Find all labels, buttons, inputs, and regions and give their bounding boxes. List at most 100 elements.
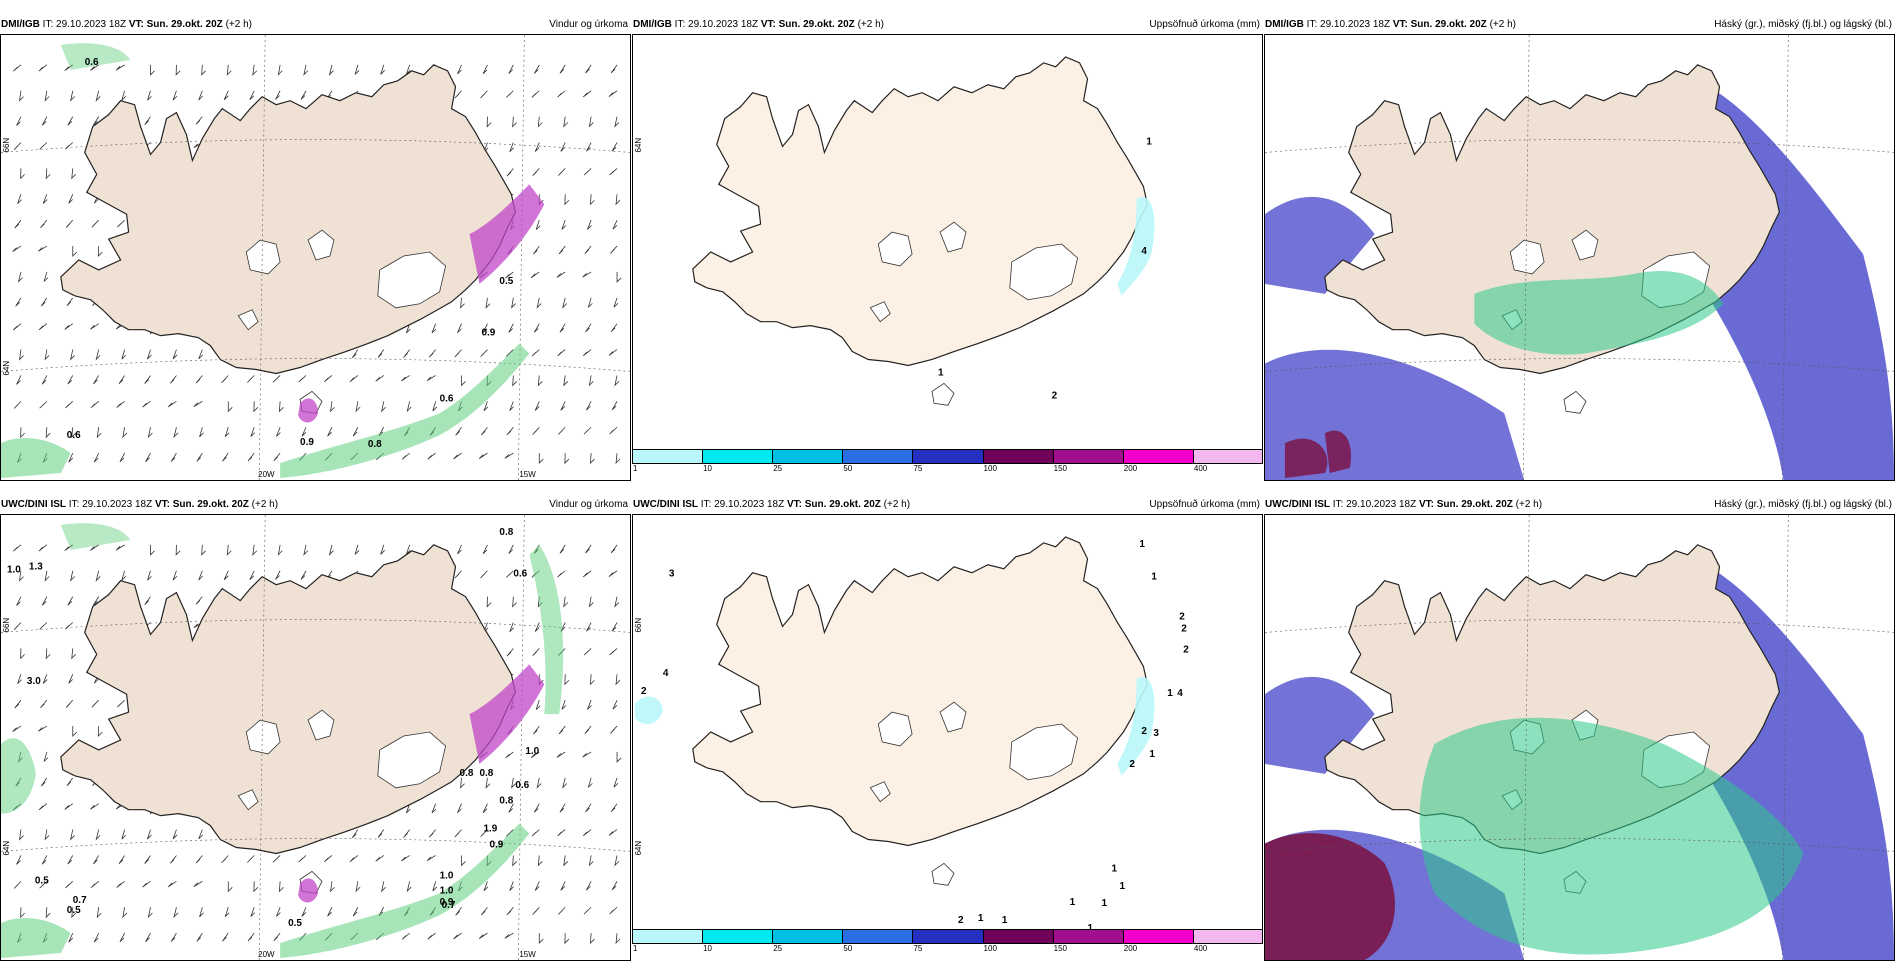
wind-barb bbox=[480, 906, 488, 916]
meridian bbox=[518, 35, 525, 480]
wind-barb bbox=[582, 271, 592, 278]
wind-barb bbox=[533, 725, 540, 735]
wind-barb bbox=[224, 907, 230, 917]
wind-barb bbox=[428, 829, 436, 838]
wind-barb bbox=[585, 64, 592, 74]
wind-barb bbox=[195, 375, 203, 384]
wind-barb bbox=[486, 116, 492, 128]
wind-barb bbox=[534, 142, 540, 152]
wind-barb bbox=[512, 375, 517, 387]
wind-barb bbox=[247, 452, 255, 462]
wind-barb bbox=[65, 142, 74, 150]
wind-barb bbox=[534, 401, 540, 411]
wind-barb bbox=[224, 427, 230, 437]
wind-barb bbox=[172, 829, 178, 840]
wind-barb bbox=[460, 777, 465, 789]
wind-barb bbox=[478, 452, 488, 460]
colorbar-tick-label: 400 bbox=[1193, 944, 1208, 953]
wind-barb bbox=[272, 855, 281, 863]
wind-barb bbox=[72, 246, 78, 257]
precip-area bbox=[1, 917, 71, 959]
wind-barb bbox=[505, 90, 514, 98]
wind-barb bbox=[198, 90, 203, 101]
precip-value-label: 1 bbox=[1111, 863, 1117, 874]
glacier bbox=[1563, 390, 1587, 414]
wind-barb bbox=[20, 907, 25, 919]
wind-barb bbox=[381, 401, 386, 413]
panel-uwc-clouds: UWC/DINI ISL IT: 29.10.2023 18Z VT: Sun.… bbox=[1264, 497, 1895, 961]
wind-barb bbox=[95, 90, 101, 102]
wind-barb bbox=[198, 349, 203, 360]
wind-barb bbox=[582, 90, 592, 98]
accum-precip-area bbox=[634, 696, 663, 725]
high-cloud bbox=[1284, 438, 1328, 479]
wind-barb bbox=[45, 427, 51, 439]
wind-barb bbox=[327, 427, 333, 437]
wind-barb bbox=[406, 881, 412, 893]
lead-time: (+2 h) bbox=[1489, 19, 1516, 30]
panel-title: Háský (gr.), miðský (fj.bl.) og lágský (… bbox=[1714, 499, 1892, 510]
accum-precip-map[interactable]: 1 4 2 1 64N bbox=[632, 34, 1263, 464]
colorbar-tick-label: 150 bbox=[1053, 944, 1068, 953]
wind-barb bbox=[223, 570, 229, 581]
wind-barb bbox=[17, 674, 22, 684]
wind-barb bbox=[90, 881, 99, 889]
init-time: 29.10.2023 18Z bbox=[1320, 19, 1391, 30]
wind-barb bbox=[41, 855, 48, 865]
wind-barb bbox=[18, 90, 24, 102]
wind-barb bbox=[172, 90, 178, 101]
colorbar-swatch bbox=[1122, 929, 1193, 944]
wind-barb bbox=[587, 220, 592, 230]
wind-barb bbox=[403, 349, 411, 358]
wind-barb bbox=[486, 596, 492, 608]
wind-barb bbox=[480, 570, 488, 579]
panel-uwc-accum-precip: UWC/DINI ISL IT: 29.10.2023 18Z VT: Sun.… bbox=[632, 497, 1263, 953]
wind-barb bbox=[587, 777, 593, 788]
model-name: UWC/DINI ISL bbox=[1265, 499, 1330, 510]
precip-value-label: 0.6 bbox=[440, 393, 454, 404]
model-name: DMI/IGB bbox=[1265, 19, 1304, 30]
wind-barb bbox=[65, 401, 74, 409]
wind-barb bbox=[612, 220, 618, 230]
colorbar-tick-label: 75 bbox=[913, 944, 923, 953]
model-name: DMI/IGB bbox=[633, 19, 672, 30]
wind-barb bbox=[610, 323, 618, 333]
precip-value-label: 1.3 bbox=[29, 562, 43, 573]
wind-barb bbox=[611, 622, 618, 632]
accum-precip-map[interactable]: 342112221423121111121166N64N bbox=[632, 514, 1263, 944]
wind-barb bbox=[253, 401, 259, 413]
wind-barb bbox=[38, 323, 48, 331]
low-cloud bbox=[1265, 196, 1375, 294]
wind-barb bbox=[298, 855, 307, 863]
colorbar-swatch bbox=[772, 449, 843, 464]
wind-barb bbox=[91, 699, 99, 708]
wind-precip-map[interactable]: 1.0 1.33.00.80.60.50.50.70.51.01.00.90.8 0… bbox=[0, 514, 631, 961]
wind-barb bbox=[406, 401, 412, 413]
wind-barb bbox=[460, 297, 465, 309]
wind-barb bbox=[91, 219, 99, 228]
wind-barb bbox=[610, 544, 618, 554]
wind-barb bbox=[537, 375, 543, 387]
wind-barb bbox=[504, 932, 514, 939]
wind-barb bbox=[115, 64, 125, 71]
wind-barb bbox=[64, 803, 74, 810]
cloud-cover-map[interactable] bbox=[1264, 514, 1895, 961]
wind-barb bbox=[608, 90, 618, 97]
wind-barb bbox=[589, 453, 595, 465]
wind-precip-map[interactable]: 0.6 0.6 0.6 0.9 0.8 0.9 0.5 20W 15W 66N 64N bbox=[0, 34, 631, 481]
wind-barb bbox=[144, 116, 151, 125]
wind-barb bbox=[328, 64, 334, 76]
panel-header: DMI/IGB IT: 29.10.2023 18Z VT: Sun. 29.o… bbox=[1264, 17, 1895, 33]
model-name: DMI/IGB bbox=[1, 19, 40, 30]
colorbar-tick-label: 50 bbox=[843, 464, 853, 473]
precip-value-label: 0.8 bbox=[499, 527, 513, 538]
wind-barb bbox=[454, 570, 462, 579]
wind-barb bbox=[586, 622, 592, 632]
precip-value-label: 0.9 bbox=[440, 897, 454, 908]
valid-time: Sun. 29.okt. 20Z bbox=[1410, 19, 1487, 30]
colorbar-swatch bbox=[982, 929, 1053, 944]
cloud-cover-map[interactable] bbox=[1264, 34, 1895, 481]
wind-barb bbox=[41, 596, 48, 606]
wind-barb bbox=[71, 648, 77, 660]
glacier bbox=[377, 251, 447, 309]
